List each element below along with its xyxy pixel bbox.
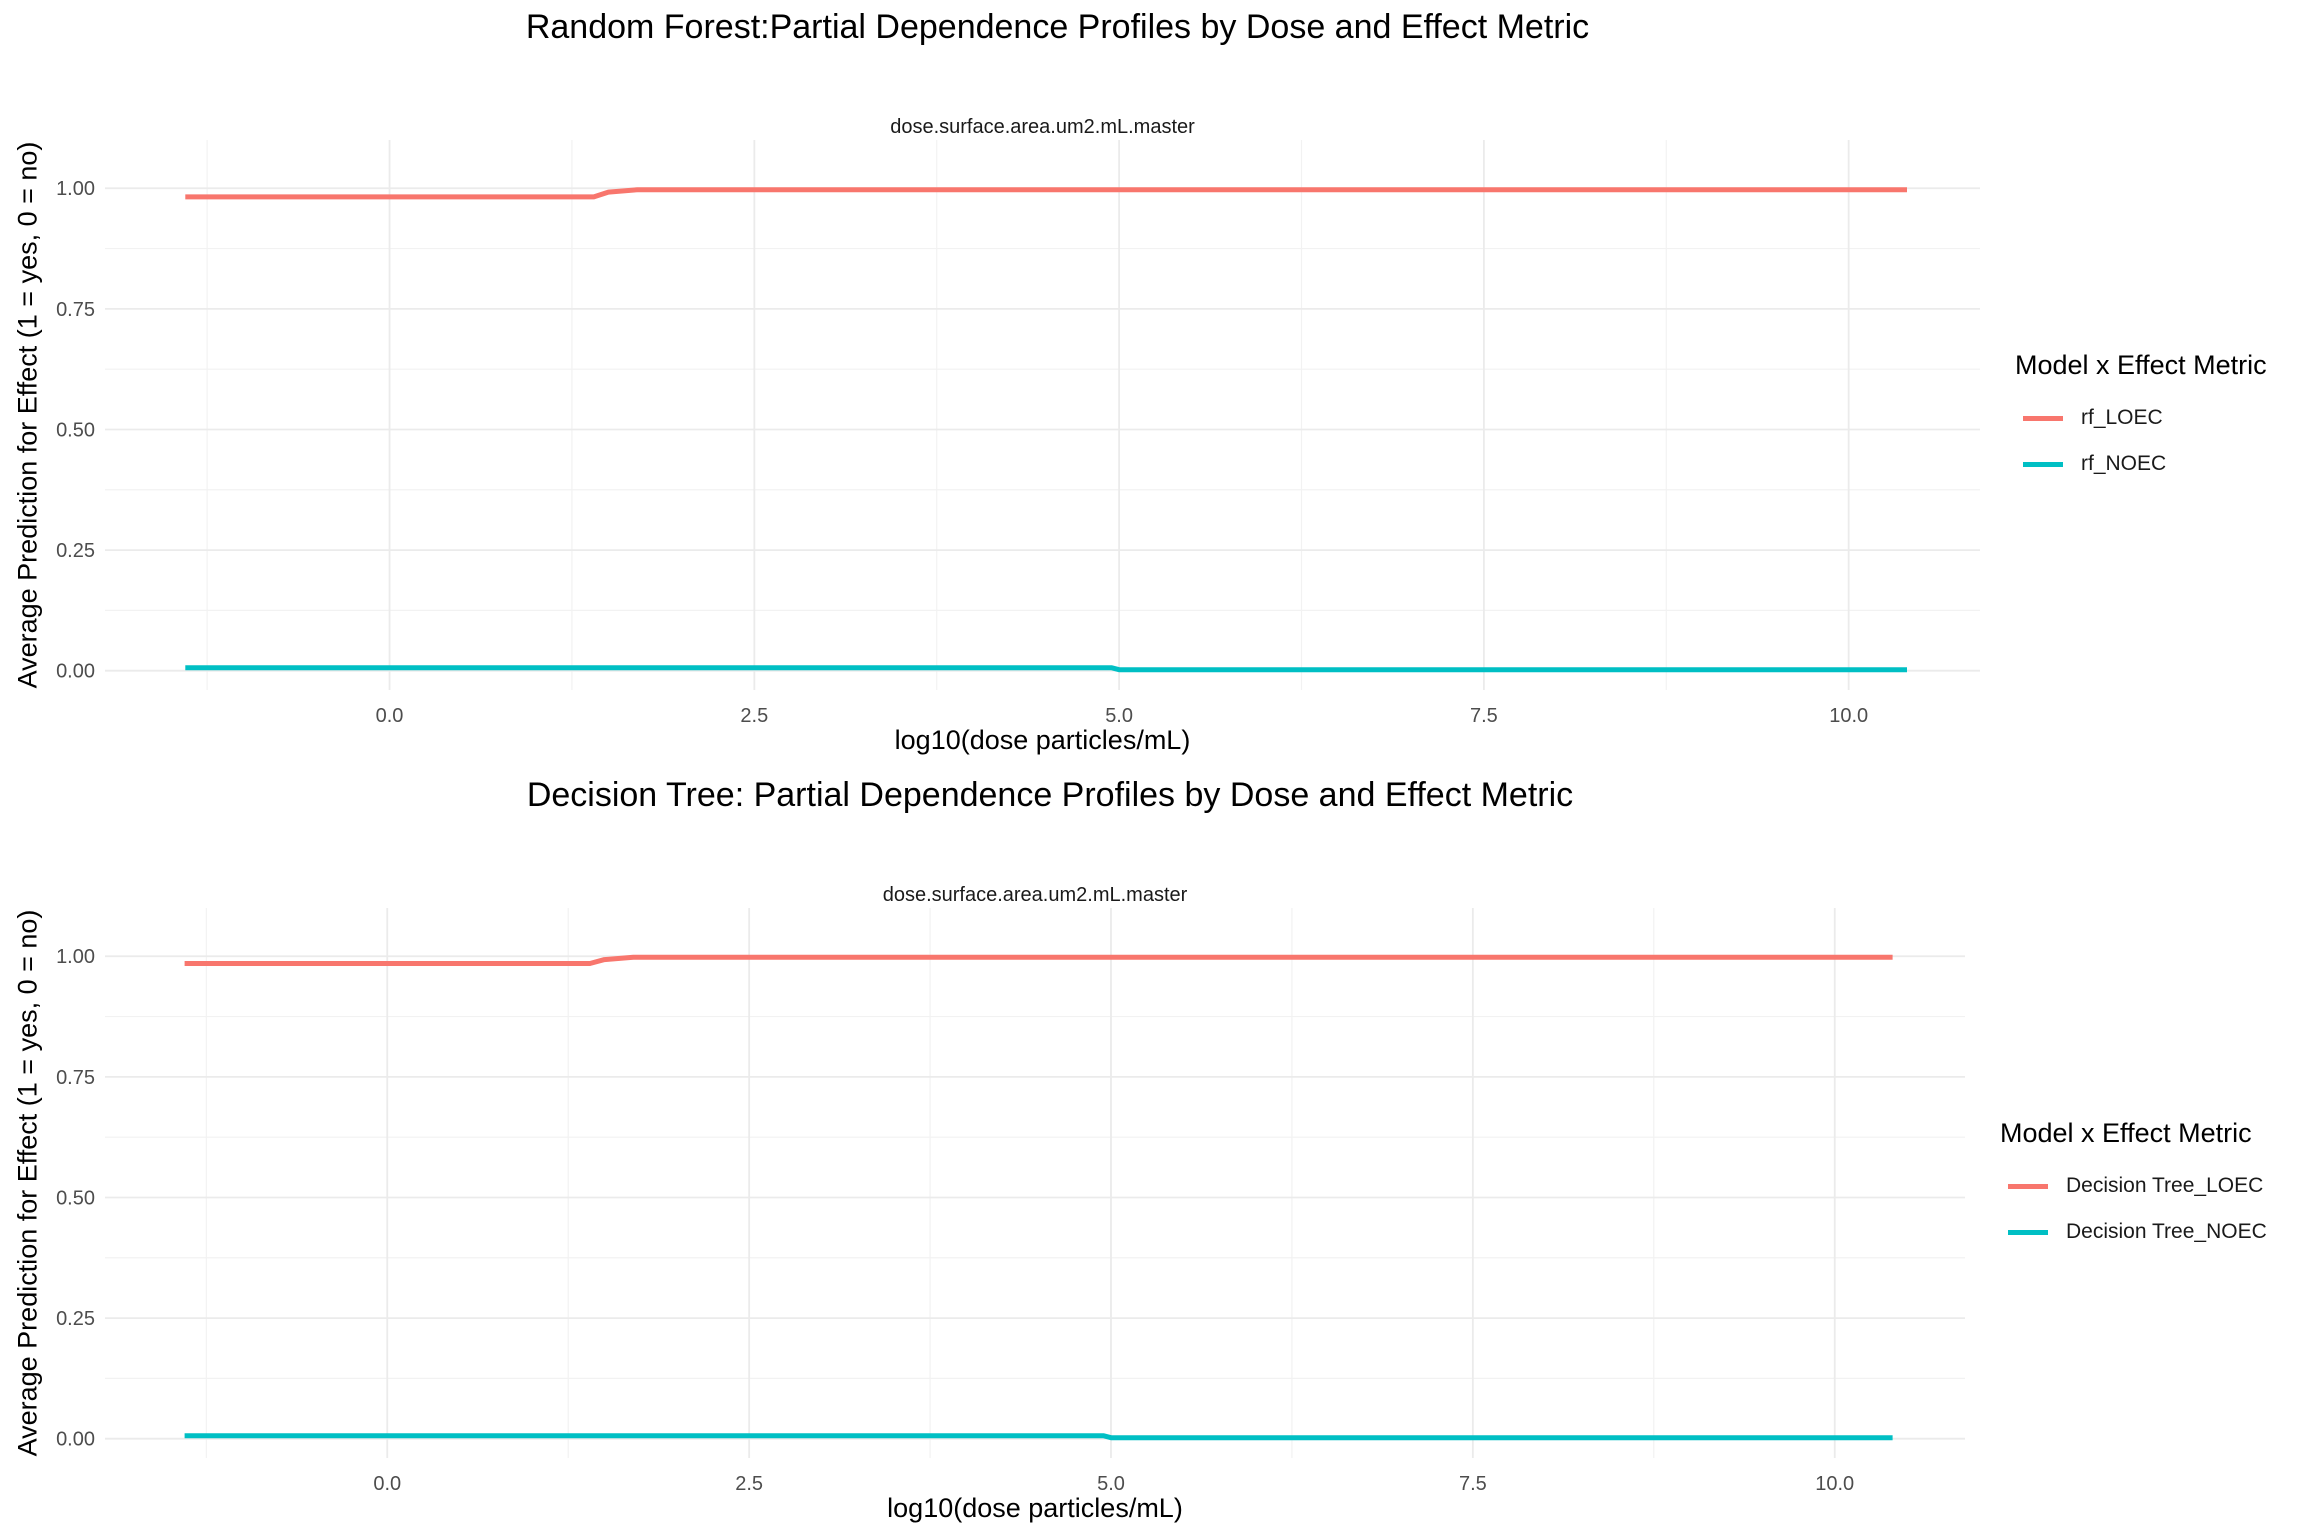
y-tick-label: 0.50 xyxy=(56,419,95,441)
series-line-rf-noec xyxy=(185,665,1907,673)
x-tick-label: 0.0 xyxy=(376,705,404,727)
x-tick-label: 7.5 xyxy=(1470,705,1498,727)
x-tick-label: 0.0 xyxy=(373,1473,401,1495)
legend-label: Decision Tree_LOEC xyxy=(2066,1174,2264,1197)
x-tick-label: 5.0 xyxy=(1097,1473,1125,1495)
legend-title: Model x Effect Metric xyxy=(2000,1118,2252,1148)
x-tick-label: 2.5 xyxy=(740,705,768,727)
legend-label: rf_LOEC xyxy=(2081,406,2163,429)
legend-key xyxy=(2023,461,2063,467)
legend-label: Decision Tree_NOEC xyxy=(2066,1220,2267,1243)
chart-panel-random-forest: 0.0 2.5 5.0 7.5 10.0 0.00 0.25 0.50 0.75 1.00 Ran… xyxy=(13,8,2267,755)
y-tick-label: 0.25 xyxy=(56,540,95,562)
series-line-decision-tree-noec xyxy=(184,1433,1893,1441)
legend-label: rf_NOEC xyxy=(2081,452,2167,475)
legend-key xyxy=(2008,1183,2048,1189)
legend-key xyxy=(2008,1229,2048,1235)
x-tick-label: 10.0 xyxy=(1815,1473,1854,1495)
y-tick-label: 0.00 xyxy=(56,1429,95,1451)
x-tick-label: 5.0 xyxy=(1105,705,1133,727)
legend: Model x Effect Metric rf_LOEC rf_NOEC xyxy=(2015,350,2267,487)
facet-label: dose.surface.area.um2.mL.master xyxy=(890,116,1195,138)
x-tick-label: 2.5 xyxy=(735,1473,763,1495)
legend-item-rf-loec: rf_LOEC xyxy=(2015,395,2267,441)
x-tick-label: 7.5 xyxy=(1459,1473,1487,1495)
y-tick-label: 0.25 xyxy=(56,1308,95,1330)
legend-item-rf-noec: rf_NOEC xyxy=(2015,441,2267,487)
y-tick-label: 0.75 xyxy=(56,299,95,321)
series-line-rf-loec xyxy=(185,187,1907,200)
plot-svg: 0.0 2.5 5.0 7.5 10.0 0.00 0.25 0.50 0.75 1.00 xyxy=(56,908,1965,1495)
x-axis-label: log10(dose particles/mL) xyxy=(887,1493,1183,1523)
y-tick-label: 1.00 xyxy=(56,178,95,200)
legend: Model x Effect Metric Decision Tree_LOEC… xyxy=(2000,1118,2267,1255)
y-tick-label: 0.00 xyxy=(56,661,95,683)
legend-key xyxy=(2023,415,2063,421)
x-axis-label: log10(dose particles/mL) xyxy=(894,725,1191,755)
chart-panel-decision-tree: 0.0 2.5 5.0 7.5 10.0 0.00 0.25 0.50 0.75 1.00 Dec… xyxy=(0,768,2304,1536)
y-tick-label: 0.75 xyxy=(56,1067,95,1089)
chart-title: Decision Tree: Partial Dependence Profil… xyxy=(526,776,1574,814)
facet-label: dose.surface.area.um2.mL.master xyxy=(882,884,1188,906)
series-line-decision-tree-loec xyxy=(184,954,1893,966)
y-tick-label: 0.50 xyxy=(56,1187,95,1209)
plot-svg: 0.0 2.5 5.0 7.5 10.0 0.00 0.25 0.50 0.75 1.00 xyxy=(56,140,1980,727)
legend-item-decision-tree-noec: Decision Tree_NOEC xyxy=(2000,1209,2267,1255)
legend-title: Model x Effect Metric xyxy=(2015,350,2267,380)
x-tick-label: 10.0 xyxy=(1829,705,1868,727)
y-tick-label: 1.00 xyxy=(56,946,95,968)
chart-title: Random Forest:Partial Dependence Profile… xyxy=(525,8,1590,46)
legend-item-decision-tree-loec: Decision Tree_LOEC xyxy=(2000,1163,2267,1209)
